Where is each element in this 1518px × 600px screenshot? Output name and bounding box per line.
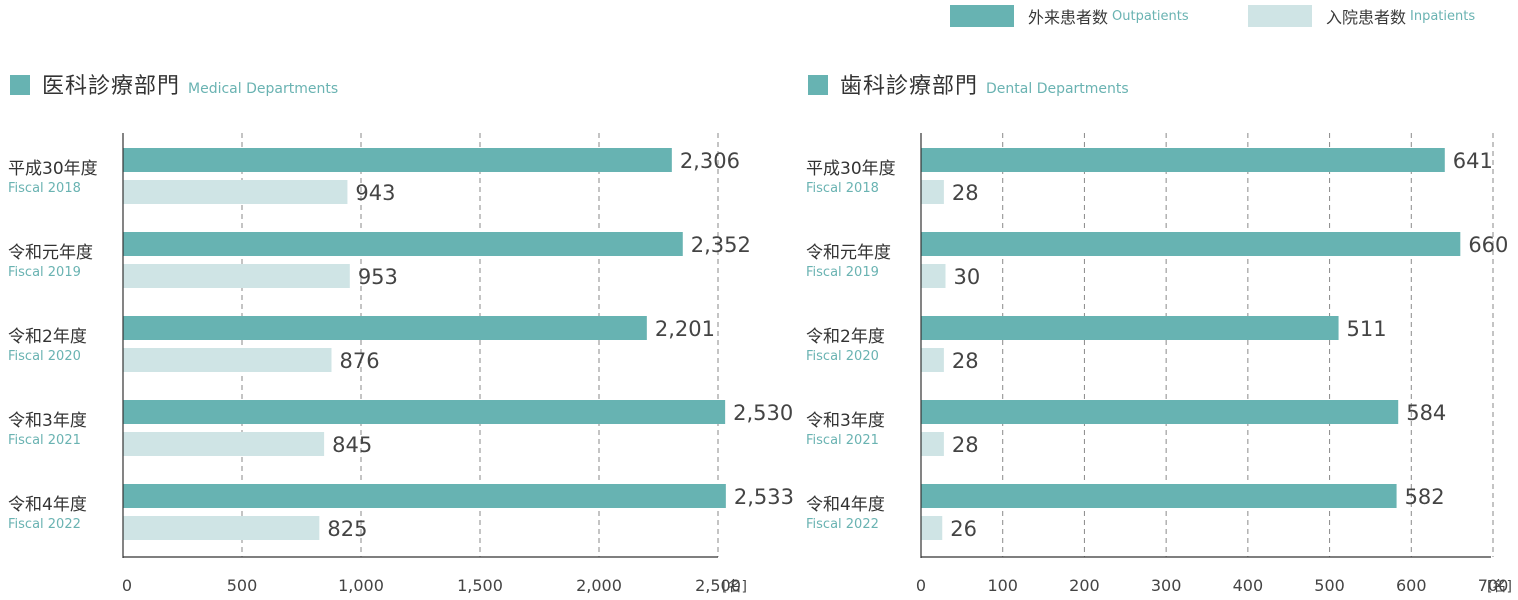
dental-value-label-inpatients-0: 28: [952, 181, 979, 205]
dental-category-label-en-3: Fiscal 2021: [806, 433, 879, 448]
dental-title-marker: [808, 75, 828, 95]
dental-category-label-en-4: Fiscal 2022: [806, 517, 879, 532]
dental-value-label-inpatients-3: 28: [952, 433, 979, 457]
dental-category-label-jp-4: 令和4年度: [806, 495, 885, 515]
dental-category-label-en-0: Fiscal 2018: [806, 181, 879, 196]
medical-tick-label-1000: 1,000: [338, 576, 384, 595]
legend-label-outpatients-en: Outpatients: [1112, 8, 1189, 24]
legend-label-inpatients-en: Inpatients: [1410, 8, 1476, 24]
legend-swatch-outpatients: [950, 5, 1014, 27]
medical-tick-label-0: 0: [122, 576, 132, 595]
dental-category-label-jp-0: 平成30年度: [806, 159, 896, 179]
legend-label-outpatients-jp: 外来患者数: [1028, 8, 1109, 27]
medical-panel-title: 医科診療部門 Medical Departments: [10, 68, 338, 100]
dental-title-en: Dental Departments: [986, 81, 1129, 97]
dental-value-label-inpatients-4: 26: [950, 517, 977, 541]
medical-title-en: Medical Departments: [188, 81, 339, 97]
medical-value-label-outpatients-0: 2,306: [680, 149, 740, 173]
medical-category-label-en-4: Fiscal 2022: [8, 517, 81, 532]
dental-category-label-jp-3: 令和3年度: [806, 411, 885, 431]
medical-value-label-inpatients-0: 943: [355, 181, 395, 205]
medical-bar-outpatients-2: [123, 316, 647, 340]
dental-value-label-outpatients-2: 511: [1347, 317, 1387, 341]
medical-category-label-en-2: Fiscal 2020: [8, 349, 81, 364]
medical-value-label-outpatients-2: 2,201: [655, 317, 715, 341]
medical-title-marker: [10, 75, 30, 95]
medical-category-label-jp-3: 令和3年度: [8, 411, 87, 431]
dental-bar-outpatients-3: [921, 400, 1399, 424]
dental-tick-label-200: 200: [1069, 576, 1100, 595]
medical-category-label-jp-1: 令和元年度: [8, 243, 93, 263]
medical-title-jp: 医科診療部門: [42, 74, 181, 99]
medical-bar-outpatients-0: [123, 148, 672, 172]
medical-bar-inpatients-2: [123, 348, 332, 372]
dental-tick-label-300: 300: [1151, 576, 1182, 595]
dental-bar-inpatients-2: [921, 348, 944, 372]
legend-swatch-inpatients: [1248, 5, 1312, 27]
dental-category-label-jp-1: 令和元年度: [806, 243, 891, 263]
dental-category-label-en-1: Fiscal 2019: [806, 265, 879, 280]
dental-title-jp: 歯科診療部門: [840, 74, 979, 99]
dental-value-label-outpatients-1: 660: [1468, 233, 1508, 257]
medical-category-label-en-3: Fiscal 2021: [8, 433, 81, 448]
medical-tick-label-1500: 1,500: [457, 576, 503, 595]
medical-bar-inpatients-1: [123, 264, 350, 288]
dental-bar-outpatients-1: [921, 232, 1461, 256]
medical-tick-label-2500: 2,500: [695, 576, 741, 595]
dental-category-label-jp-2: 令和2年度: [806, 327, 885, 347]
dental-value-label-inpatients-2: 28: [952, 349, 979, 373]
medical-bar-inpatients-4: [123, 516, 320, 540]
dental-bar-outpatients-4: [921, 484, 1397, 508]
medical-unit-label: [名]: [722, 579, 747, 595]
medical-category-label-en-1: Fiscal 2019: [8, 265, 81, 280]
dental-unit-label: [名]: [1487, 579, 1512, 595]
dental-tick-label-700: 700: [1478, 576, 1509, 595]
dental-bar-inpatients-1: [921, 264, 946, 288]
medical-bar-outpatients-1: [123, 232, 683, 256]
dental-value-label-inpatients-1: 30: [954, 265, 981, 289]
medical-tick-label-2000: 2,000: [576, 576, 622, 595]
dental-tick-label-100: 100: [987, 576, 1018, 595]
medical-category-label-jp-4: 令和4年度: [8, 495, 87, 515]
medical-bar-inpatients-0: [123, 180, 348, 204]
medical-value-label-inpatients-3: 845: [332, 433, 372, 457]
dental-category-label-en-2: Fiscal 2020: [806, 349, 879, 364]
dental-bar-inpatients-0: [921, 180, 944, 204]
dental-value-label-outpatients-4: 582: [1405, 485, 1445, 509]
medical-category-label-jp-0: 平成30年度: [8, 159, 98, 179]
medical-value-label-inpatients-2: 876: [339, 349, 379, 373]
medical-value-label-outpatients-3: 2,530: [733, 401, 793, 425]
medical-tick-label-500: 500: [227, 576, 258, 595]
medical-value-label-outpatients-1: 2,352: [691, 233, 751, 257]
medical-bar-outpatients-3: [123, 400, 726, 424]
dental-panel-title: 歯科診療部門 Dental Departments: [808, 68, 1129, 100]
dental-value-label-outpatients-0: 641: [1453, 149, 1493, 173]
medical-category-label-en-0: Fiscal 2018: [8, 181, 81, 196]
dental-tick-label-400: 400: [1233, 576, 1264, 595]
legend-label-inpatients-jp: 入院患者数: [1326, 8, 1407, 27]
dental-value-label-outpatients-3: 584: [1406, 401, 1446, 425]
medical-value-label-outpatients-4: 2,533: [734, 485, 794, 509]
dental-tick-label-500: 500: [1314, 576, 1345, 595]
legend-item-outpatients: 外来患者数 Outpatients: [950, 4, 1189, 28]
medical-bar-outpatients-4: [123, 484, 726, 508]
dental-bar-inpatients-4: [921, 516, 943, 540]
medical-category-label-jp-2: 令和2年度: [8, 327, 87, 347]
medical-value-label-inpatients-1: 953: [358, 265, 398, 289]
dental-bar-inpatients-3: [921, 432, 944, 456]
dental-bar-outpatients-2: [921, 316, 1339, 340]
dental-tick-label-0: 0: [916, 576, 926, 595]
legend-item-inpatients: 入院患者数 Inpatients: [1248, 4, 1475, 28]
medical-value-label-inpatients-4: 825: [327, 517, 367, 541]
dental-bar-outpatients-0: [921, 148, 1445, 172]
medical-bar-inpatients-3: [123, 432, 325, 456]
dental-tick-label-600: 600: [1396, 576, 1427, 595]
